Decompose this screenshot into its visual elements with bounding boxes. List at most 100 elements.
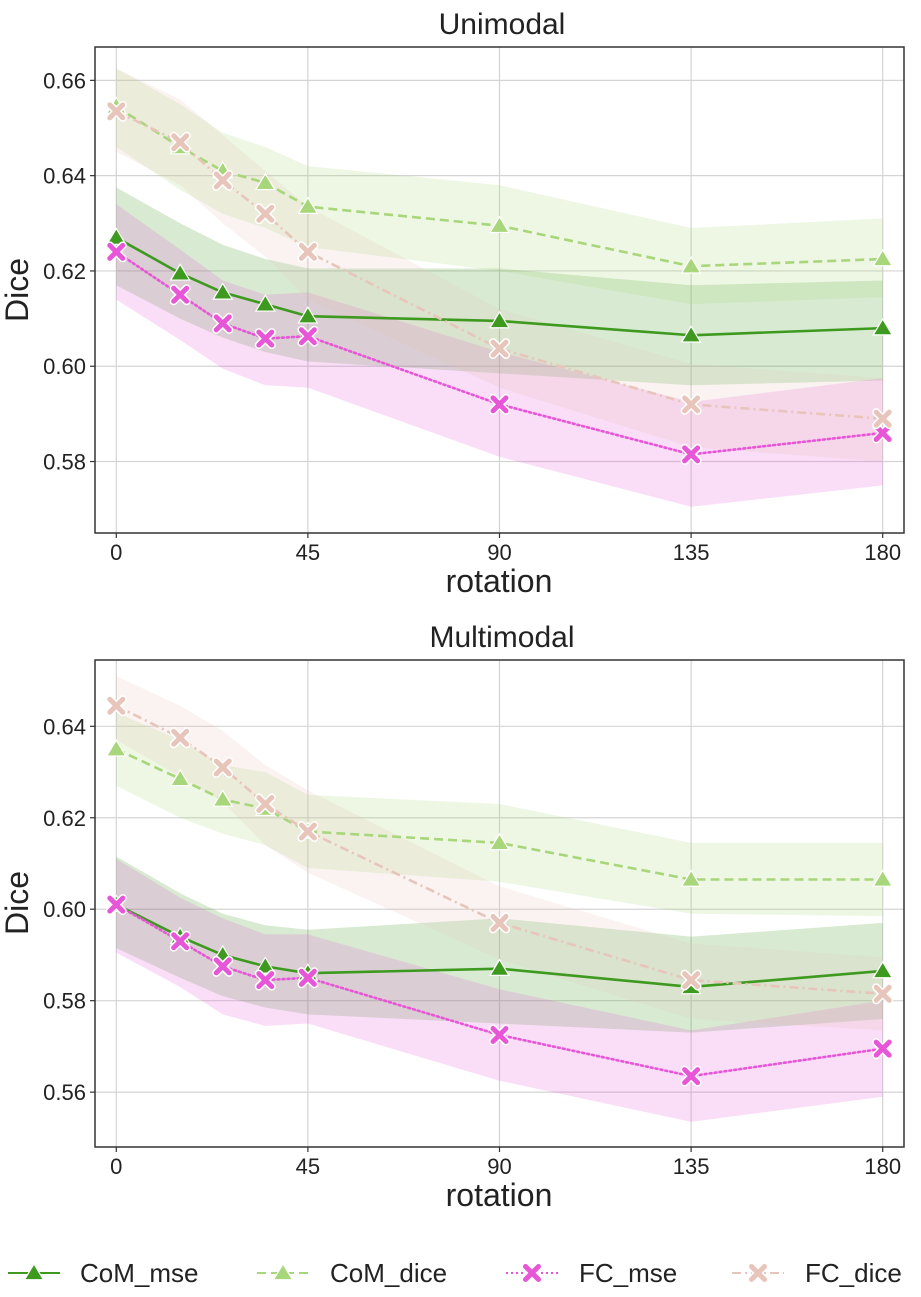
unimodal-point-com-mse <box>254 294 276 312</box>
multimodal-point-fc-mse <box>254 969 276 991</box>
legend-label-com-mse: CoM_mse <box>80 1258 198 1288</box>
unimodal-point-fc-mse <box>254 328 276 350</box>
unimodal-x-tick-label: 0 <box>110 540 122 565</box>
unimodal-point-fc-dice <box>212 169 234 191</box>
multimodal-point-com-mse <box>488 958 511 977</box>
unimodal-point-com-mse <box>297 306 319 324</box>
unimodal-point-com-mse <box>872 317 894 336</box>
multimodal-x-tick-label: 45 <box>296 1154 320 1179</box>
multimodal-point-fc-dice <box>297 820 319 842</box>
multimodal-point-com-dice <box>212 789 234 807</box>
multimodal-point-com-dice <box>105 739 127 757</box>
unimodal-point-fc-mse <box>297 325 319 347</box>
unimodal-markers <box>105 96 894 465</box>
legend-entry-com-mse: CoM_mse <box>8 1258 198 1288</box>
multimodal-point-fc-mse <box>489 1024 510 1046</box>
multimodal-point-fc-dice <box>680 969 702 991</box>
unimodal-grid <box>95 47 904 533</box>
legend-marker-fc-mse <box>521 1262 543 1284</box>
legend-marker-com-mse <box>23 1262 45 1281</box>
multimodal-point-fc-mse <box>212 955 234 977</box>
multimodal-y-tick-label: 0.56 <box>43 1080 86 1105</box>
unimodal-band-fc-mse <box>116 204 883 507</box>
legend-label-fc-dice: FC_dice <box>805 1258 902 1288</box>
unimodal-point-com-dice <box>254 172 276 191</box>
unimodal-point-fc-dice <box>254 203 276 225</box>
multimodal-point-com-dice <box>169 768 191 787</box>
unimodal-point-fc-dice <box>105 100 127 122</box>
unimodal-panel: Unimodal 0 45 90 135 180 0.58 0.60 0.62 0.64 0.6… <box>0 8 905 599</box>
unimodal-point-com-mse <box>212 282 234 300</box>
multimodal-point-fc-dice <box>872 983 894 1005</box>
multimodal-point-fc-dice <box>105 695 127 717</box>
unimodal-point-com-mse <box>488 310 511 329</box>
multimodal-point-fc-mse <box>680 1065 702 1087</box>
multimodal-point-fc-dice <box>169 727 191 749</box>
unimodal-band-fc-dice <box>116 68 883 462</box>
multimodal-band-fc-dice <box>116 676 883 1031</box>
unimodal-x-tick-label: 90 <box>487 540 511 565</box>
multimodal-x-tick-label: 135 <box>673 1154 710 1179</box>
unimodal-point-fc-mse <box>872 422 894 444</box>
unimodal-point-fc-dice <box>297 241 319 263</box>
multimodal-x-axis-title: rotation <box>446 1177 553 1213</box>
multimodal-band-fc-mse <box>116 858 883 1122</box>
unimodal-x-tick-label: 180 <box>864 540 901 565</box>
multimodal-band-com-dice <box>116 712 883 917</box>
multimodal-point-fc-mse <box>297 967 319 989</box>
unimodal-point-com-mse <box>680 325 702 343</box>
unimodal-y-tick-label: 0.58 <box>43 450 86 475</box>
unimodal-y-tick-label: 0.62 <box>43 259 86 284</box>
multimodal-point-fc-dice <box>254 793 276 815</box>
legend-triangle-icon <box>272 1262 294 1281</box>
unimodal-point-fc-mse <box>212 312 234 334</box>
multimodal-y-axis-title: Dice <box>0 871 35 935</box>
unimodal-band-com-dice <box>116 68 883 305</box>
unimodal-x-axis-title: rotation <box>446 563 553 599</box>
legend: CoM_mse CoM_dice FC_mse FC_dice <box>8 1258 902 1288</box>
unimodal-point-com-dice <box>680 256 702 274</box>
multimodal-x-ticks: 0 45 90 135 180 <box>110 1147 901 1179</box>
legend-label-fc-mse: FC_mse <box>579 1258 677 1288</box>
unimodal-point-fc-mse <box>489 393 510 415</box>
legend-entry-com-dice: CoM_dice <box>257 1258 447 1288</box>
legend-x-icon <box>521 1262 543 1284</box>
unimodal-y-tick-label: 0.60 <box>43 354 86 379</box>
multimodal-point-com-dice <box>680 869 702 887</box>
multimodal-y-tick-label: 0.60 <box>43 897 86 922</box>
unimodal-title: Unimodal <box>439 8 566 41</box>
unimodal-x-tick-label: 45 <box>296 540 320 565</box>
unimodal-point-com-mse <box>105 227 127 245</box>
multimodal-point-com-mse <box>872 960 894 979</box>
multimodal-point-fc-mse <box>872 1038 894 1060</box>
multimodal-point-fc-dice <box>212 756 234 778</box>
multimodal-point-fc-mse <box>105 894 127 916</box>
multimodal-y-tick-label: 0.58 <box>43 989 86 1014</box>
legend-label-com-dice: CoM_dice <box>330 1258 447 1288</box>
unimodal-y-tick-label: 0.66 <box>43 68 86 93</box>
legend-x-icon <box>747 1262 769 1284</box>
unimodal-x-tick-label: 135 <box>673 540 710 565</box>
unimodal-point-com-dice <box>297 196 319 214</box>
multimodal-y-ticks: 0.56 0.58 0.60 0.62 0.64 <box>43 714 95 1105</box>
legend-marker-com-dice <box>272 1262 294 1281</box>
unimodal-point-fc-mse <box>169 284 191 306</box>
unimodal-point-fc-dice <box>680 393 702 415</box>
multimodal-point-com-mse <box>254 956 276 974</box>
unimodal-point-fc-mse <box>680 443 702 465</box>
legend-entry-fc-dice: FC_dice <box>732 1258 902 1288</box>
legend-triangle-icon <box>23 1262 45 1281</box>
unimodal-point-fc-dice <box>169 131 191 153</box>
unimodal-point-fc-dice <box>489 338 510 360</box>
legend-marker-fc-dice <box>747 1262 769 1284</box>
unimodal-y-tick-label: 0.64 <box>43 164 86 189</box>
multimodal-point-fc-mse <box>169 930 191 952</box>
unimodal-x-ticks: 0 45 90 135 180 <box>110 533 901 565</box>
legend-entry-fc-mse: FC_mse <box>506 1258 677 1288</box>
multimodal-y-tick-label: 0.64 <box>43 714 86 739</box>
multimodal-y-tick-label: 0.62 <box>43 806 86 831</box>
multimodal-x-tick-label: 180 <box>864 1154 901 1179</box>
unimodal-y-axis-title: Dice <box>0 258 35 322</box>
unimodal-point-com-dice <box>488 215 511 234</box>
